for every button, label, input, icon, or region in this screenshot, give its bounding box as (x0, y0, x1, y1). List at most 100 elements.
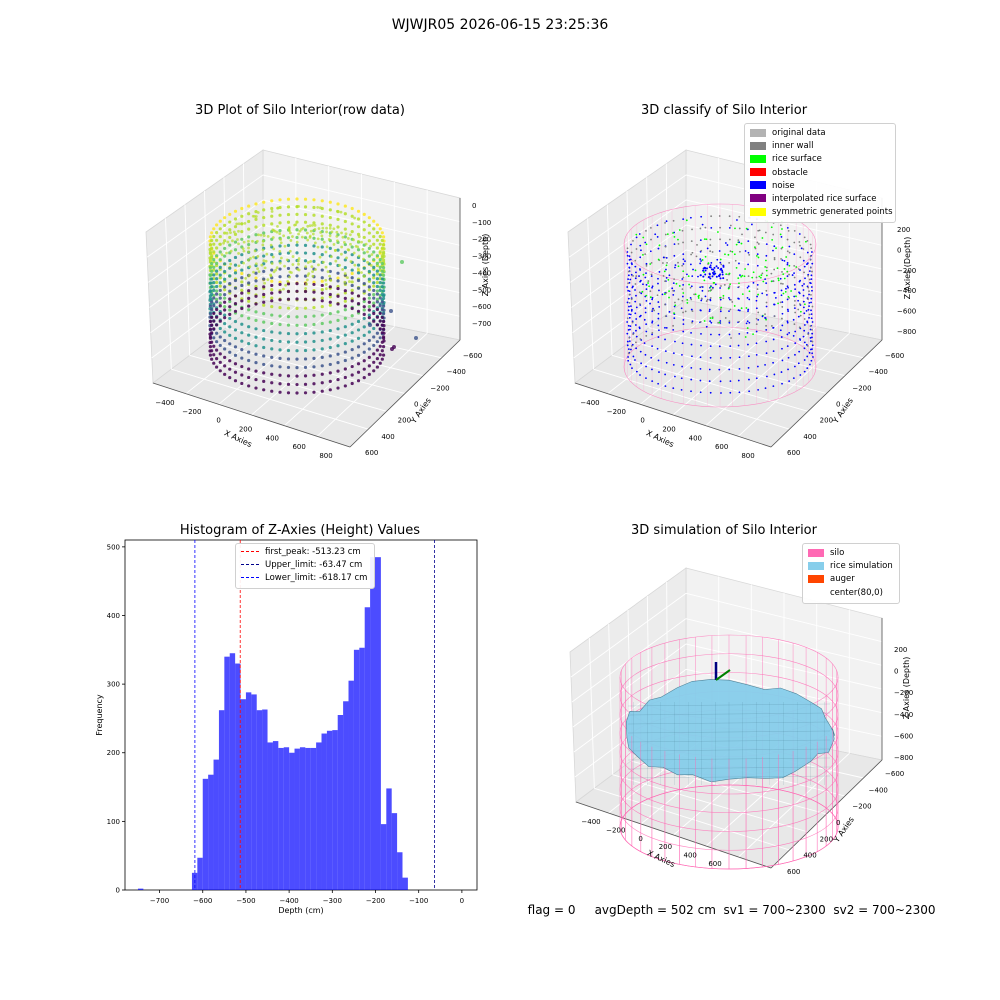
raw-point (366, 250, 369, 254)
cls-point (677, 265, 680, 268)
cls-point (720, 263, 723, 266)
cls-grid-line (626, 190, 631, 342)
raw-point (228, 299, 232, 304)
cls-point (805, 240, 807, 243)
raw-point (212, 288, 216, 292)
raw-point (262, 371, 266, 375)
raw-point (382, 247, 386, 251)
cls-point (645, 229, 647, 232)
raw-point (320, 299, 324, 303)
cls-point (639, 350, 642, 353)
cls-point (707, 276, 710, 278)
raw-point (362, 333, 366, 337)
cls-point (645, 243, 648, 246)
cls-point (686, 298, 689, 301)
sim-x-tick-label: −200 (606, 826, 625, 834)
cls-point (645, 323, 648, 326)
raw-point (270, 283, 274, 288)
cls-point (628, 336, 631, 339)
raw-point (252, 270, 255, 274)
cls-x-tick-label: 0 (640, 417, 644, 425)
cls-point (697, 297, 700, 299)
raw-point (273, 229, 277, 233)
raw-point (215, 292, 219, 296)
sim-silo-ring (619, 690, 839, 776)
legend-swatch (750, 128, 766, 137)
hist-bar (343, 701, 349, 890)
raw-point (295, 298, 299, 302)
cls-point (704, 267, 707, 270)
cls-point (756, 288, 759, 291)
raw-x-tick-label: 600 (292, 443, 305, 451)
raw-point (317, 227, 321, 230)
cls-point (640, 339, 643, 341)
raw-point (278, 365, 282, 369)
raw-point (320, 245, 324, 249)
cls-point (799, 310, 802, 313)
cls-point (640, 292, 643, 295)
cls-point (657, 382, 660, 385)
cls-point (627, 359, 630, 362)
cls-point (671, 287, 674, 290)
raw-point (381, 243, 386, 247)
raw-point (362, 312, 366, 316)
cls-point (728, 238, 731, 241)
cls-point (665, 256, 668, 259)
cls-grid-line (646, 177, 650, 328)
cls-point (710, 285, 712, 288)
hist-legend-label: Lower_limit: -618.17 cm (265, 573, 368, 584)
cls-point (729, 283, 732, 286)
raw-point (295, 212, 299, 216)
raw-point (285, 258, 289, 262)
cls-point (634, 341, 637, 344)
cls-point (729, 391, 732, 394)
sim-z-tick-label: 0 (894, 668, 898, 676)
raw-point (309, 260, 313, 263)
raw-point (223, 231, 227, 235)
raw-point (233, 328, 238, 332)
cls-point (792, 318, 795, 321)
cls-point (728, 296, 730, 299)
cls-point (708, 272, 711, 275)
raw-point (270, 296, 274, 300)
cls-point (738, 215, 741, 218)
raw-point (210, 349, 214, 353)
cls-point (643, 342, 646, 345)
legend-item: rice surface (750, 153, 890, 166)
raw-point (218, 326, 222, 331)
cls-point (797, 268, 800, 270)
raw-point (262, 277, 266, 281)
raw-point (247, 219, 251, 224)
raw-point (212, 285, 216, 289)
raw-point (208, 336, 213, 340)
cls-point (681, 342, 684, 345)
raw-point (254, 286, 258, 291)
raw-point (210, 308, 214, 312)
cls-point (672, 289, 674, 292)
cls-point (786, 227, 789, 229)
cls-point (729, 356, 732, 359)
raw-point (208, 319, 213, 324)
cls-point (682, 253, 685, 256)
raw-point (375, 277, 379, 281)
raw-point (278, 261, 282, 265)
cls-point (808, 290, 810, 293)
cls-point (674, 266, 676, 269)
raw-point (356, 267, 360, 271)
raw-point (294, 223, 298, 227)
raw-point (208, 298, 212, 302)
raw-point (343, 212, 347, 216)
raw-point (381, 235, 386, 239)
cls-point (786, 275, 789, 277)
cls-point (811, 270, 813, 273)
cls-point (719, 268, 722, 271)
raw-point (212, 327, 216, 331)
raw-point (380, 308, 384, 312)
cls-point (630, 348, 632, 351)
raw-point (225, 231, 229, 235)
cls-point (797, 299, 800, 302)
raw-point (367, 285, 371, 289)
raw-point (270, 268, 274, 272)
raw-point (356, 263, 361, 267)
cls-point (803, 265, 806, 268)
